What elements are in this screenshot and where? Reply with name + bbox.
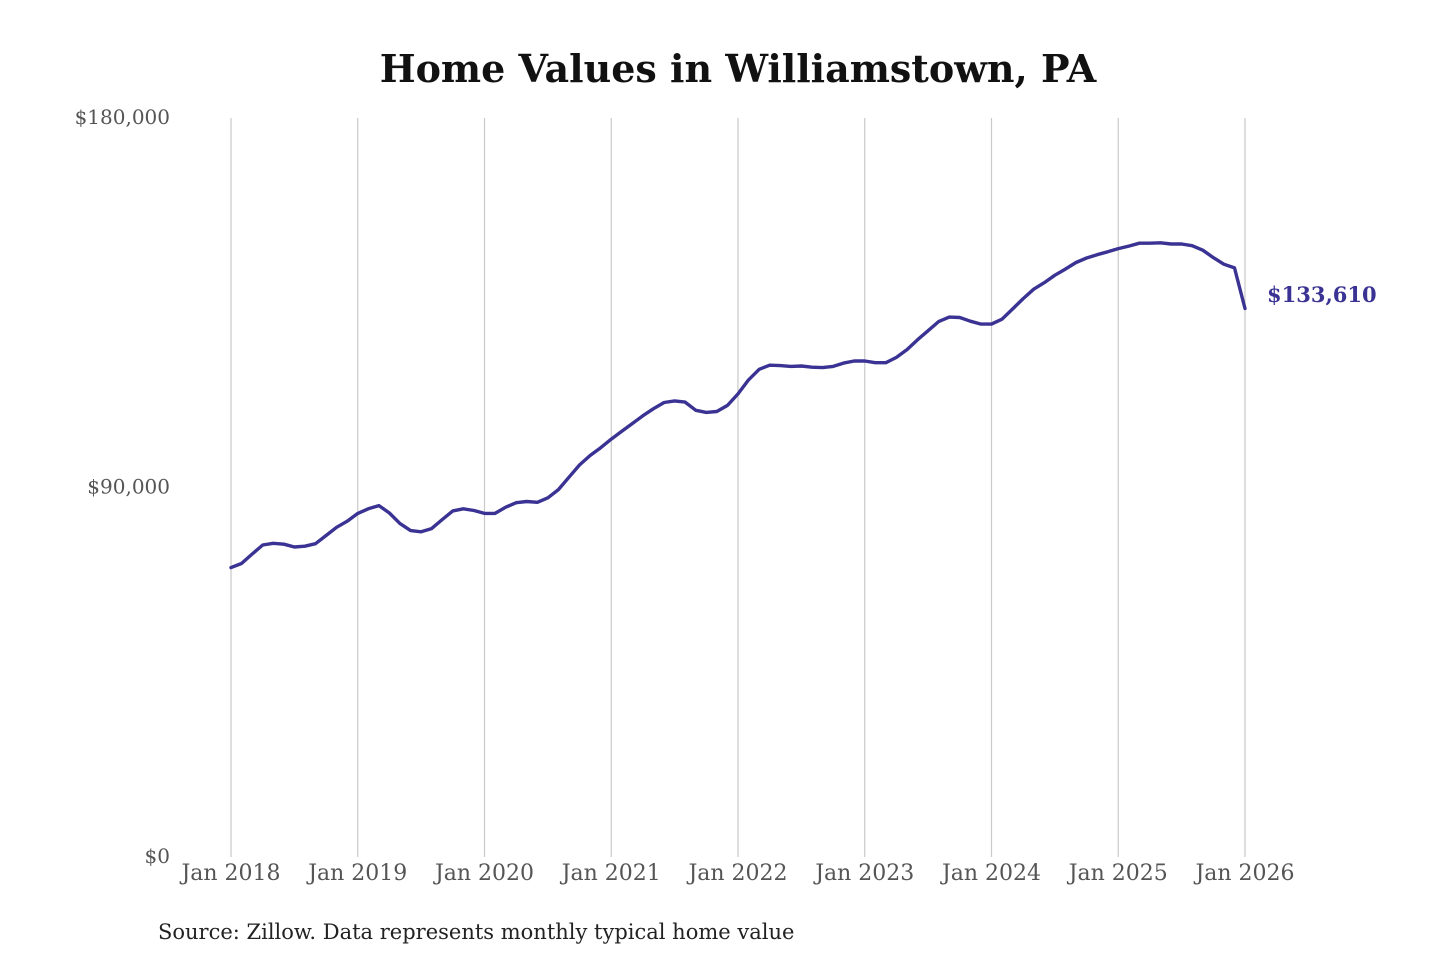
y-tick-label: $90,000	[87, 475, 170, 499]
x-axis-ticks: Jan 2018 Jan 2019 Jan 2020 Jan 2021 Jan 2022…	[179, 861, 1294, 886]
chart-title: Home Values in Williamstown, PA	[380, 46, 1097, 91]
y-tick-label: $0	[145, 844, 170, 868]
y-tick-label: $180,000	[75, 105, 170, 129]
series-group	[229, 241, 1247, 570]
x-tick-label: Jan 2026	[1193, 861, 1294, 886]
x-tick-label: Jan 2020	[433, 861, 534, 886]
x-tick-label: Jan 2019	[306, 861, 407, 886]
y-axis-ticks: $0 $90,000 $180,000	[75, 105, 170, 868]
vertical-grid	[230, 118, 1246, 857]
x-tick-label: Jan 2025	[1067, 861, 1168, 886]
source-note: Source: Zillow. Data represents monthly …	[158, 920, 794, 944]
x-tick-label: Jan 2022	[686, 861, 787, 886]
home-value-series-line	[229, 241, 1247, 570]
x-tick-label: Jan 2021	[560, 861, 661, 886]
x-tick-label: Jan 2018	[179, 861, 280, 886]
x-tick-label: Jan 2023	[813, 861, 914, 886]
x-tick-label: Jan 2024	[940, 861, 1041, 886]
end-value-label: $133,610	[1267, 282, 1377, 307]
